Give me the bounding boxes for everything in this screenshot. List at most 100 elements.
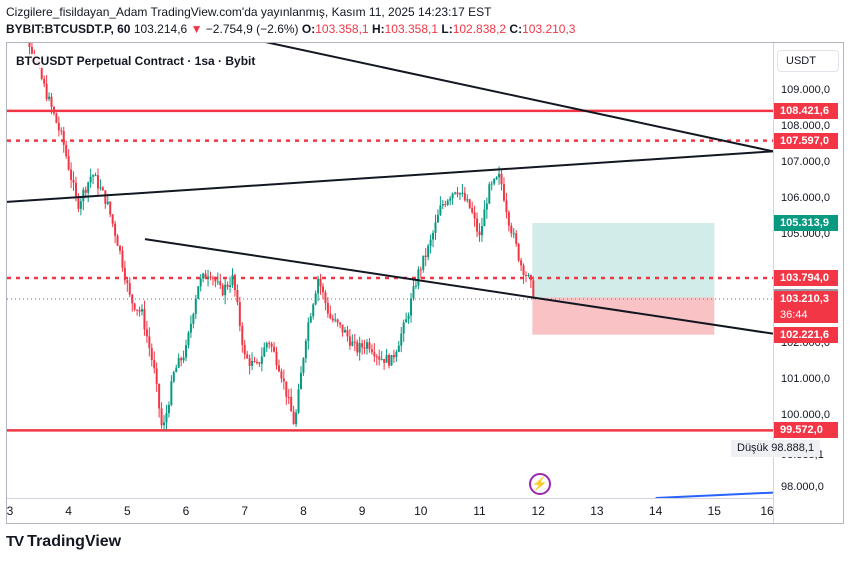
time-tick-label: 5 (123, 504, 131, 518)
candle-body (219, 281, 222, 286)
candle-body (319, 278, 322, 287)
candle-body (82, 189, 85, 202)
candle-body (466, 199, 469, 201)
open-label: O: (301, 22, 316, 36)
candle-body (380, 358, 383, 360)
candle-body (368, 342, 371, 350)
price-tick-label: 100.000,0 (781, 408, 830, 421)
candle-body (180, 358, 183, 361)
candle-body (153, 359, 156, 369)
candle-body (417, 269, 420, 286)
candle-body (43, 78, 46, 84)
candle-body (89, 176, 92, 183)
candle-body (282, 378, 285, 382)
candle-body (500, 173, 503, 185)
time-tick-label: 14 (648, 504, 663, 518)
time-axis[interactable] (7, 498, 773, 523)
price-tag: 103.210,3 36:44 (774, 291, 838, 324)
candle-body (309, 316, 312, 323)
close-value: 103.210,3 (522, 22, 576, 36)
candle-body (224, 284, 227, 296)
candle-body (104, 190, 107, 204)
candle-body (158, 384, 161, 409)
candle-body (28, 43, 31, 47)
indicator-line (655, 491, 773, 498)
candle-body (434, 222, 437, 233)
brand-name: TradingView (27, 533, 122, 550)
low-marker: Düşük 98.888,1 (731, 440, 821, 457)
candle-body (373, 352, 376, 357)
candle-body (118, 245, 121, 251)
candle-body (295, 412, 298, 425)
candle-body (55, 113, 58, 123)
chart-plot-area[interactable] (7, 43, 773, 498)
candle-body (182, 357, 185, 361)
candle-body (507, 212, 510, 226)
candle-body (419, 269, 422, 271)
candle-body (270, 343, 273, 347)
lightning-icon[interactable]: ⚡ (529, 473, 551, 495)
candle-body (233, 274, 236, 290)
candle-body (209, 276, 212, 278)
candle-body (407, 315, 410, 320)
candle-body (167, 404, 170, 414)
candle-body (236, 289, 239, 303)
price-tag: 99.572,0 (774, 422, 838, 439)
tradingview-logo[interactable]: TV TradingView (6, 533, 121, 551)
price-tick-label: 109.000,0 (781, 83, 830, 96)
time-tick-label: 10 (414, 504, 428, 518)
candle-body (385, 355, 388, 363)
candle-body (50, 96, 53, 108)
tradingview-mark-icon: TV (6, 533, 24, 550)
low-marker-label: Düşük (737, 442, 769, 454)
candle-body (502, 184, 505, 201)
candle-body (48, 96, 51, 100)
candle-body (238, 302, 241, 326)
candle-body (458, 193, 461, 195)
candle-body (62, 131, 65, 145)
price-tag-value: 102.221,6 (780, 328, 829, 341)
candle-body (133, 303, 136, 310)
candle-body (99, 187, 102, 189)
candle-body (527, 275, 530, 277)
candle-body (199, 278, 202, 287)
time-tick-label: 3 (6, 504, 14, 518)
candle-body (412, 286, 415, 299)
candle-body (255, 361, 258, 363)
symbol-interval: BYBIT:BTCUSDT.P, 60 (6, 22, 131, 36)
candle-body (304, 340, 307, 359)
candle-body (336, 319, 339, 323)
price-tag-value: 99.572,0 (780, 424, 823, 437)
currency-selector[interactable]: USDT (777, 50, 839, 72)
candle-body (111, 214, 114, 224)
candle-body (358, 343, 361, 353)
high-value: 103.358,1 (384, 22, 439, 36)
price-tag: 108.421,6 (774, 102, 838, 119)
candle-body (258, 362, 261, 364)
candle-body (87, 182, 90, 193)
candle-body (45, 83, 48, 100)
price-tag-value: 107.597,0 (780, 134, 829, 147)
candlestick-chart[interactable] (7, 43, 773, 498)
candle-body (348, 336, 351, 346)
time-tick-label: 7 (241, 504, 249, 518)
candle-body (356, 342, 359, 353)
candle-body (70, 169, 73, 180)
candle-body (177, 358, 180, 368)
candle-body (341, 324, 344, 333)
candle-body (446, 200, 449, 205)
candle-body (216, 281, 219, 283)
candle-body (52, 107, 55, 114)
candle-body (512, 233, 515, 235)
candle-body (343, 330, 346, 333)
candle-body (241, 325, 244, 345)
candle-body (297, 389, 300, 413)
price-tick-label: 107.000,0 (781, 156, 830, 169)
close-label: C: (509, 22, 523, 36)
price-tick-label: 101.000,0 (781, 372, 830, 385)
candle-body (40, 66, 43, 79)
candle-body (505, 200, 508, 213)
candle-body (138, 310, 141, 312)
candle-body (202, 273, 205, 279)
price-tag-value: 105.313,9 (780, 217, 829, 230)
